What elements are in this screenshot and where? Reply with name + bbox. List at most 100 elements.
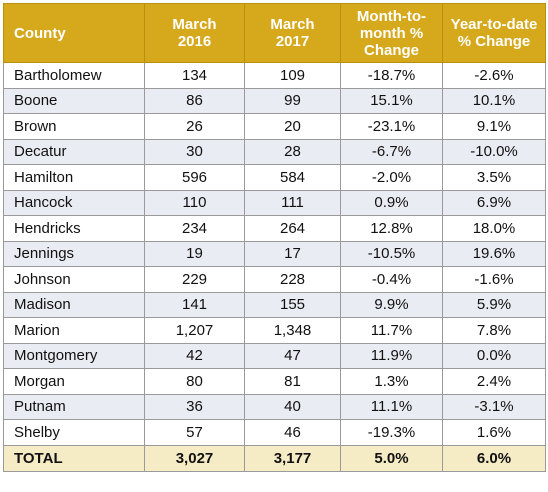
cell-march-2016: 110 [144, 189, 245, 216]
cell-year-to-date-change: 9.1% [442, 113, 546, 140]
cell-march-2017: 109 [244, 62, 341, 89]
cell-year-to-date-change: 5.9% [442, 291, 546, 318]
cell-march-2017: 228 [244, 266, 341, 293]
table-row: Shelby 57 46 -19.3% 1.6% [3, 419, 546, 446]
cell-march-2016: 57 [144, 419, 245, 446]
cell-county: Putnam [3, 393, 145, 420]
cell-march-2016: 19 [144, 240, 245, 267]
cell-march-2016: 1,207 [144, 317, 245, 344]
header-march-2017: March 2017 [244, 3, 341, 63]
cell-county: Bartholomew [3, 62, 145, 89]
cell-county: Hendricks [3, 215, 145, 242]
table-row: Hancock 110 111 0.9% 6.9% [3, 189, 546, 216]
cell-county: Jennings [3, 240, 145, 267]
cell-month-to-month-change: -6.7% [340, 138, 443, 165]
cell-year-to-date-change: 10.1% [442, 87, 546, 114]
table-row: Putnam 36 40 11.1% -3.1% [3, 393, 546, 420]
table-row: Montgomery 42 47 11.9% 0.0% [3, 342, 546, 369]
cell-year-to-date-change: -10.0% [442, 138, 546, 165]
cell-year-to-date-change: 1.6% [442, 419, 546, 446]
cell-march-2017: 20 [244, 113, 341, 140]
cell-month-to-month-change: 11.7% [340, 317, 443, 344]
cell-county: Madison [3, 291, 145, 318]
cell-year-to-date-change: -2.6% [442, 62, 546, 89]
cell-county: Marion [3, 317, 145, 344]
cell-year-to-date-change: 2.4% [442, 368, 546, 395]
cell-march-2016: 596 [144, 164, 245, 191]
cell-county: Decatur [3, 138, 145, 165]
cell-march-2017: 99 [244, 87, 341, 114]
table-row: Johnson 229 228 -0.4% -1.6% [3, 266, 546, 293]
cell-march-2016: 141 [144, 291, 245, 318]
cell-march-2016: 80 [144, 368, 245, 395]
table-row: Hendricks 234 264 12.8% 18.0% [3, 215, 546, 242]
cell-march-2016: 134 [144, 62, 245, 89]
cell-march-2016: 229 [144, 266, 245, 293]
header-year-to-date-change: Year-to-date % Change [442, 3, 546, 63]
cell-county: Morgan [3, 368, 145, 395]
cell-month-to-month-change: 11.9% [340, 342, 443, 369]
table-row: Jennings 19 17 -10.5% 19.6% [3, 240, 546, 267]
cell-march-2016: 42 [144, 342, 245, 369]
cell-month-to-month-change: -10.5% [340, 240, 443, 267]
cell-march-2017: 46 [244, 419, 341, 446]
cell-month-to-month-change: -19.3% [340, 419, 443, 446]
table-row: Brown 26 20 -23.1% 9.1% [3, 113, 546, 140]
header-month-to-month-change: Month-to- month % Change [340, 3, 443, 63]
header-county: County [3, 3, 145, 63]
cell-march-2017: 111 [244, 189, 341, 216]
cell-county: Montgomery [3, 342, 145, 369]
cell-county: Hamilton [3, 164, 145, 191]
cell-march-2016: 234 [144, 215, 245, 242]
cell-month-to-month-change: -2.0% [340, 164, 443, 191]
cell-year-to-date-change: 7.8% [442, 317, 546, 344]
table-row: Marion 1,207 1,348 11.7% 7.8% [3, 317, 546, 344]
cell-year-to-date-change: 6.9% [442, 189, 546, 216]
cell-march-2017: 264 [244, 215, 341, 242]
table-row: Morgan 80 81 1.3% 2.4% [3, 368, 546, 395]
total-cell-march-2016: 3,027 [144, 444, 245, 472]
cell-march-2017: 47 [244, 342, 341, 369]
cell-year-to-date-change: 18.0% [442, 215, 546, 242]
cell-month-to-month-change: 9.9% [340, 291, 443, 318]
table-header: County March 2016 March 2017 Month-to- m… [3, 3, 546, 63]
table-row: Bartholomew 134 109 -18.7% -2.6% [3, 62, 546, 89]
cell-month-to-month-change: -23.1% [340, 113, 443, 140]
cell-year-to-date-change: 0.0% [442, 342, 546, 369]
cell-year-to-date-change: -3.1% [442, 393, 546, 420]
total-cell-year-to-date-change: 6.0% [442, 444, 546, 472]
cell-month-to-month-change: 11.1% [340, 393, 443, 420]
cell-county: Johnson [3, 266, 145, 293]
cell-march-2017: 584 [244, 164, 341, 191]
table-row: Decatur 30 28 -6.7% -10.0% [3, 138, 546, 165]
cell-march-2017: 1,348 [244, 317, 341, 344]
table-body: Bartholomew 134 109 -18.7% -2.6% Boone 86 99 15.… [3, 62, 546, 472]
cell-march-2017: 17 [244, 240, 341, 267]
total-cell-month-to-month-change: 5.0% [340, 444, 443, 472]
cell-year-to-date-change: 3.5% [442, 164, 546, 191]
cell-march-2017: 28 [244, 138, 341, 165]
cell-county: Shelby [3, 419, 145, 446]
cell-county: Brown [3, 113, 145, 140]
cell-march-2016: 30 [144, 138, 245, 165]
cell-month-to-month-change: -18.7% [340, 62, 443, 89]
cell-month-to-month-change: 0.9% [340, 189, 443, 216]
cell-year-to-date-change: 19.6% [442, 240, 546, 267]
total-cell-march-2017: 3,177 [244, 444, 341, 472]
header-row: County March 2016 March 2017 Month-to- m… [3, 3, 546, 63]
cell-month-to-month-change: 15.1% [340, 87, 443, 114]
cell-march-2017: 40 [244, 393, 341, 420]
header-march-2016: March 2016 [144, 3, 245, 63]
cell-month-to-month-change: 12.8% [340, 215, 443, 242]
cell-month-to-month-change: -0.4% [340, 266, 443, 293]
cell-year-to-date-change: -1.6% [442, 266, 546, 293]
county-sales-table: County March 2016 March 2017 Month-to- m… [3, 3, 546, 472]
cell-march-2016: 26 [144, 113, 245, 140]
cell-county: Boone [3, 87, 145, 114]
table-row: Madison 141 155 9.9% 5.9% [3, 291, 546, 318]
table-row: Boone 86 99 15.1% 10.1% [3, 87, 546, 114]
cell-march-2017: 81 [244, 368, 341, 395]
cell-march-2016: 86 [144, 87, 245, 114]
cell-march-2017: 155 [244, 291, 341, 318]
total-row: TOTAL 3,027 3,177 5.0% 6.0% [3, 444, 546, 472]
